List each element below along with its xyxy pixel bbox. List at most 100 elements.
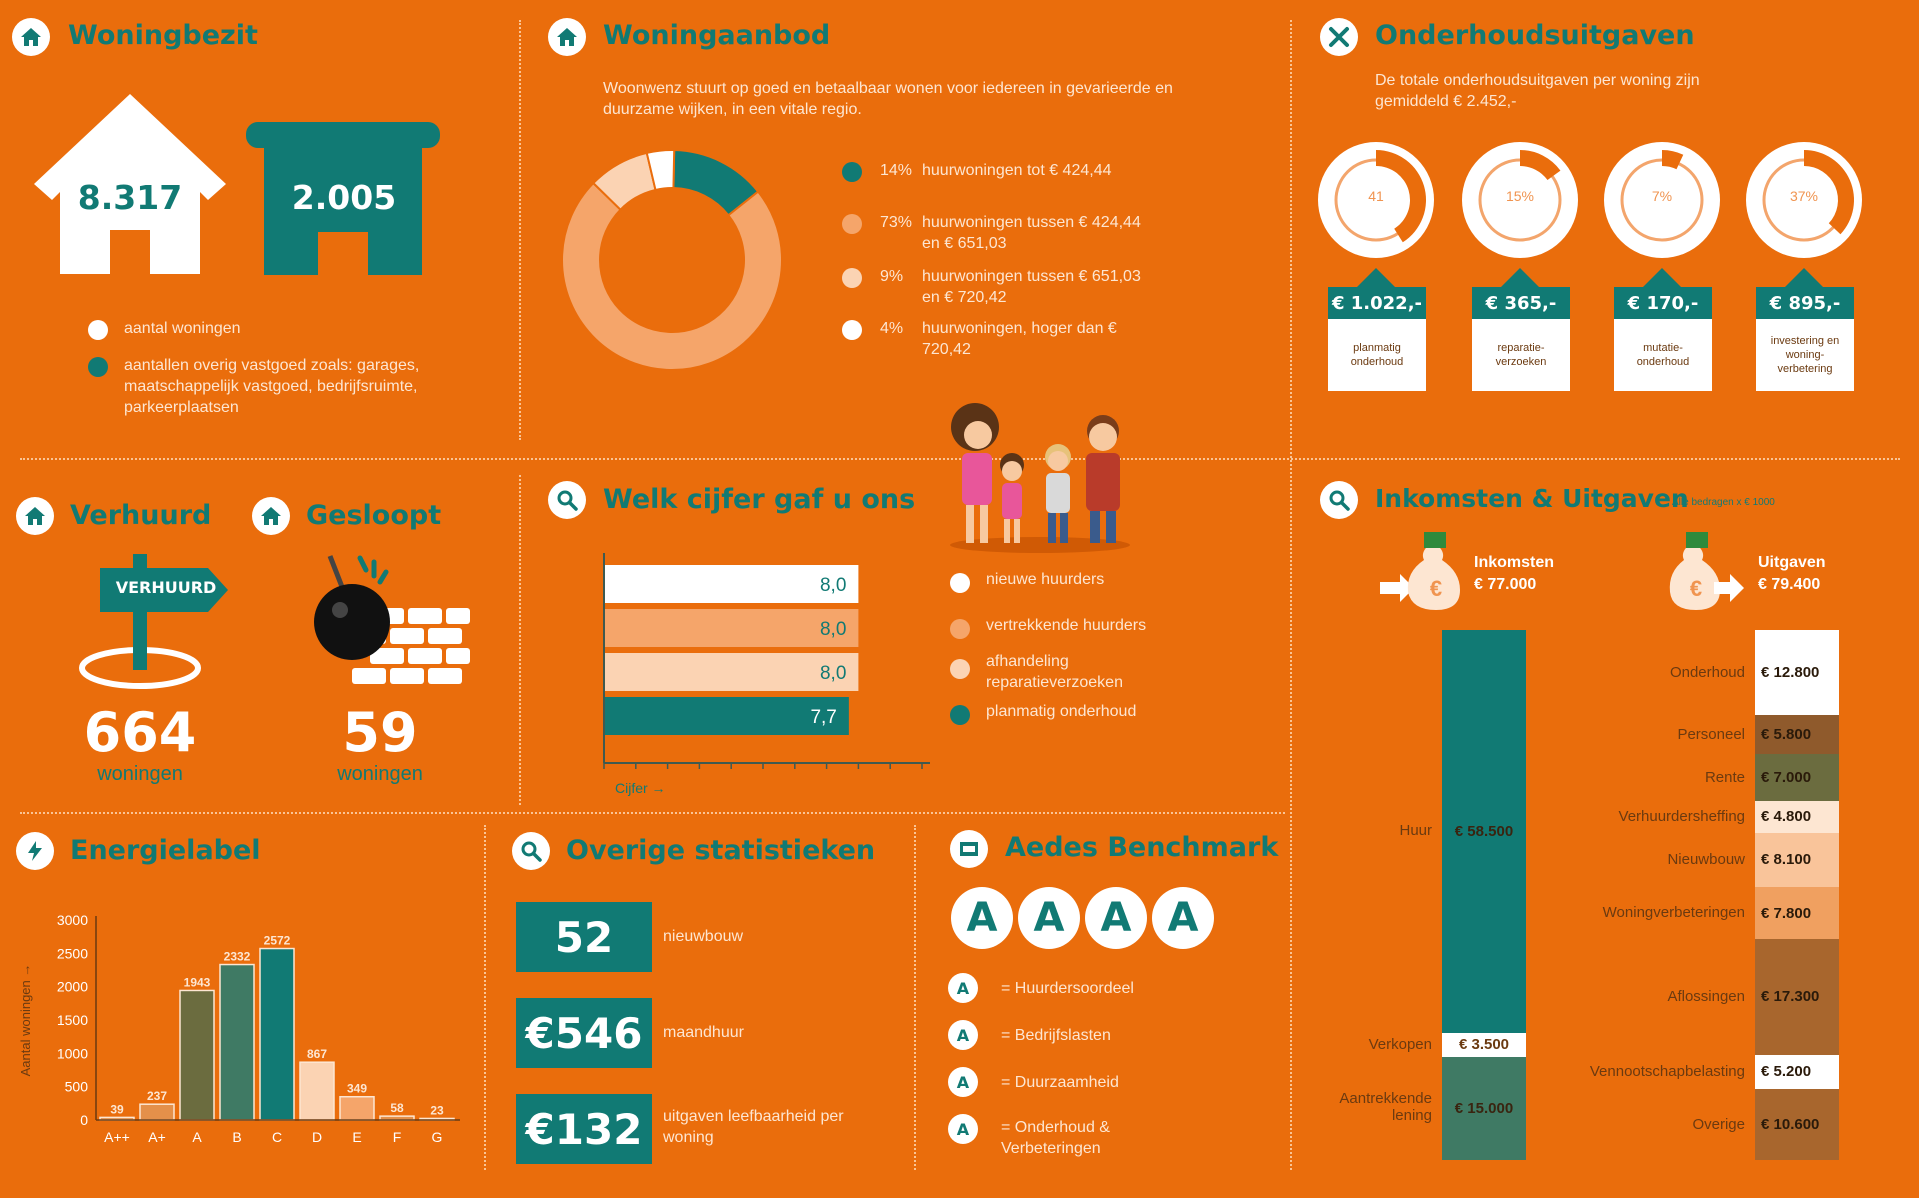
aanbod-pct: 4%: [880, 320, 904, 337]
energy-category-label: C: [272, 1129, 282, 1145]
legend-dot: [88, 320, 108, 340]
income-label: Inkomsten: [1474, 554, 1555, 571]
cijfer-legend-label: planmatig onderhoud: [986, 703, 1137, 720]
expense-block: € 12.800: [1755, 630, 1839, 716]
gesloopt-unit: woningen: [337, 763, 423, 785]
cijfer-legend: nieuwe huurders vertrekkende huurders af…: [950, 565, 1280, 735]
verhuurd-unit: woningen: [97, 763, 183, 785]
energy-ylabel: Aantal woningen →: [18, 964, 33, 1077]
onderhoud-amount: € 170,-: [1614, 287, 1712, 319]
home-icon: [12, 18, 50, 56]
energy-value-label: 349: [347, 1082, 367, 1096]
onderhoud-label: mutatie-onderhoud: [1614, 319, 1712, 391]
money-bag-in-icon: €: [1380, 532, 1460, 610]
woningaanbod-legend: 14% huurwoningen tot € 424,44 73% huurwo…: [840, 160, 1260, 370]
overige-title: Overige statistieken: [566, 835, 876, 866]
building-graphic: [246, 122, 440, 275]
legend-dot: [842, 320, 862, 340]
benchmark-grade: A: [1018, 887, 1080, 949]
expense-total: € 79.400: [1758, 576, 1821, 593]
income-block: € 3.500: [1442, 1032, 1526, 1057]
benchmark-legend-grade: A: [948, 1020, 978, 1050]
cijfer-bar: [604, 565, 859, 603]
legend-dot: [950, 573, 970, 593]
cijfer-chart: 8,0 8,0 8,0 7,7: [603, 553, 930, 769]
aanbod-label: huurwoningen tot € 424,44: [922, 162, 1112, 179]
ring-progress: [1520, 150, 1561, 181]
magnifier-icon: [548, 481, 586, 519]
onderhoud-item: 41 € 1.022,- planmatig onderhoud: [1314, 140, 1439, 400]
verhuurd-value: 664: [83, 701, 197, 764]
expense-block: € 10.600: [1755, 1089, 1839, 1160]
cijfer-value-label: 8,0: [820, 663, 846, 684]
energy-value-label: 2572: [264, 934, 291, 948]
legend-dot: [842, 162, 862, 182]
inkomsten-note: Alle bedragen x € 1000: [1672, 497, 1775, 508]
ring-progress: [1804, 150, 1854, 235]
bomb-wall-graphic: [314, 555, 470, 684]
cijfer-value-label: 8,0: [820, 575, 846, 596]
energy-bar: [259, 947, 295, 1121]
expense-category-label: Onderhoud: [1669, 663, 1745, 681]
onderhoud-label: reparatie-verzoeken: [1472, 319, 1570, 391]
benchmark-legend-label: = Bedrijfslasten: [1001, 1027, 1111, 1044]
expense-block: € 4.800: [1755, 800, 1839, 833]
cijfer-title: Welk cijfer gaf u ons: [603, 484, 916, 515]
divider: [20, 812, 1285, 814]
expense-block: € 7.800: [1755, 886, 1839, 940]
energy-icon: [16, 832, 54, 870]
expense-category-label: Woningverbeteringen: [1602, 904, 1745, 922]
expense-category-label: Rente: [1704, 768, 1745, 786]
ring-progress: [1662, 150, 1684, 170]
woningbezit-legend-2: aantallen overig vastgoed zoals: garages…: [124, 357, 420, 416]
stat-label: uitgaven leefbaarheid per woning: [663, 1108, 844, 1146]
svg-text:€: €: [1430, 576, 1442, 601]
energy-value-label: 23: [430, 1103, 444, 1117]
energy-ytick: 1500: [57, 1012, 88, 1028]
benchmark-legend-label: = Huurdersoordeel: [1001, 980, 1134, 997]
donut-slice: [561, 181, 783, 371]
legend-dot: [842, 214, 862, 234]
magnifier-icon: [1320, 481, 1358, 519]
energy-category-label: F: [393, 1129, 402, 1145]
woningaanbod-donut: [561, 149, 783, 371]
income-block: € 15.000: [1442, 1056, 1526, 1160]
verhuurd-title: Verhuurd: [70, 500, 212, 531]
verhuurd-sign-text: VERHUURD: [115, 578, 217, 597]
energy-ytick: 1000: [57, 1045, 88, 1061]
woningbezit-title: Woningbezit: [68, 20, 258, 51]
energy-bar: [179, 989, 215, 1121]
divider: [914, 825, 916, 1170]
ring-pct: 41: [1368, 188, 1384, 204]
benchmark-legend-grade: A: [948, 1067, 978, 1097]
cijfer-bar: [604, 697, 849, 735]
other-value: 2.005: [291, 178, 397, 217]
energy-value-label: 867: [307, 1047, 327, 1061]
income-total: € 77.000: [1474, 576, 1537, 593]
benchmark-legend-grade: A: [948, 973, 978, 1003]
expense-category-label: Aflossingen: [1667, 987, 1745, 1005]
aanbod-label: huurwoningen tussen € 651,03 en € 720,42: [922, 268, 1141, 306]
energy-category-label: G: [432, 1129, 443, 1145]
energy-bar: [219, 963, 255, 1121]
woningaanbod-title: Woningaanbod: [603, 20, 831, 51]
benchmark-legend-grade: A: [948, 1114, 978, 1144]
benchmark-legend-label: = Duurzaamheid: [1001, 1074, 1119, 1091]
progress-ring: [1604, 142, 1720, 258]
energielabel-title: Energielabel: [70, 835, 261, 866]
energy-value-label: 39: [110, 1102, 124, 1116]
expense-category-label: Personeel: [1677, 725, 1745, 743]
woningaanbod-intro: Woonwenz stuurt op goed en betaalbaar wo…: [603, 80, 1173, 118]
energy-value-label: 1943: [184, 975, 211, 989]
divider: [519, 475, 521, 805]
onderhoud-label: investering en woning-verbetering: [1756, 319, 1854, 391]
onderhoud-amount: € 1.022,-: [1328, 287, 1426, 319]
expense-category-label: Overige: [1692, 1115, 1745, 1133]
home-icon: [252, 497, 290, 535]
gesloopt-value: 59: [342, 701, 418, 764]
legend-dot: [950, 705, 970, 725]
energy-bar: [299, 1061, 335, 1121]
energy-value-label: 58: [390, 1101, 404, 1115]
cijfer-legend-label: nieuwe huurders: [986, 571, 1105, 588]
